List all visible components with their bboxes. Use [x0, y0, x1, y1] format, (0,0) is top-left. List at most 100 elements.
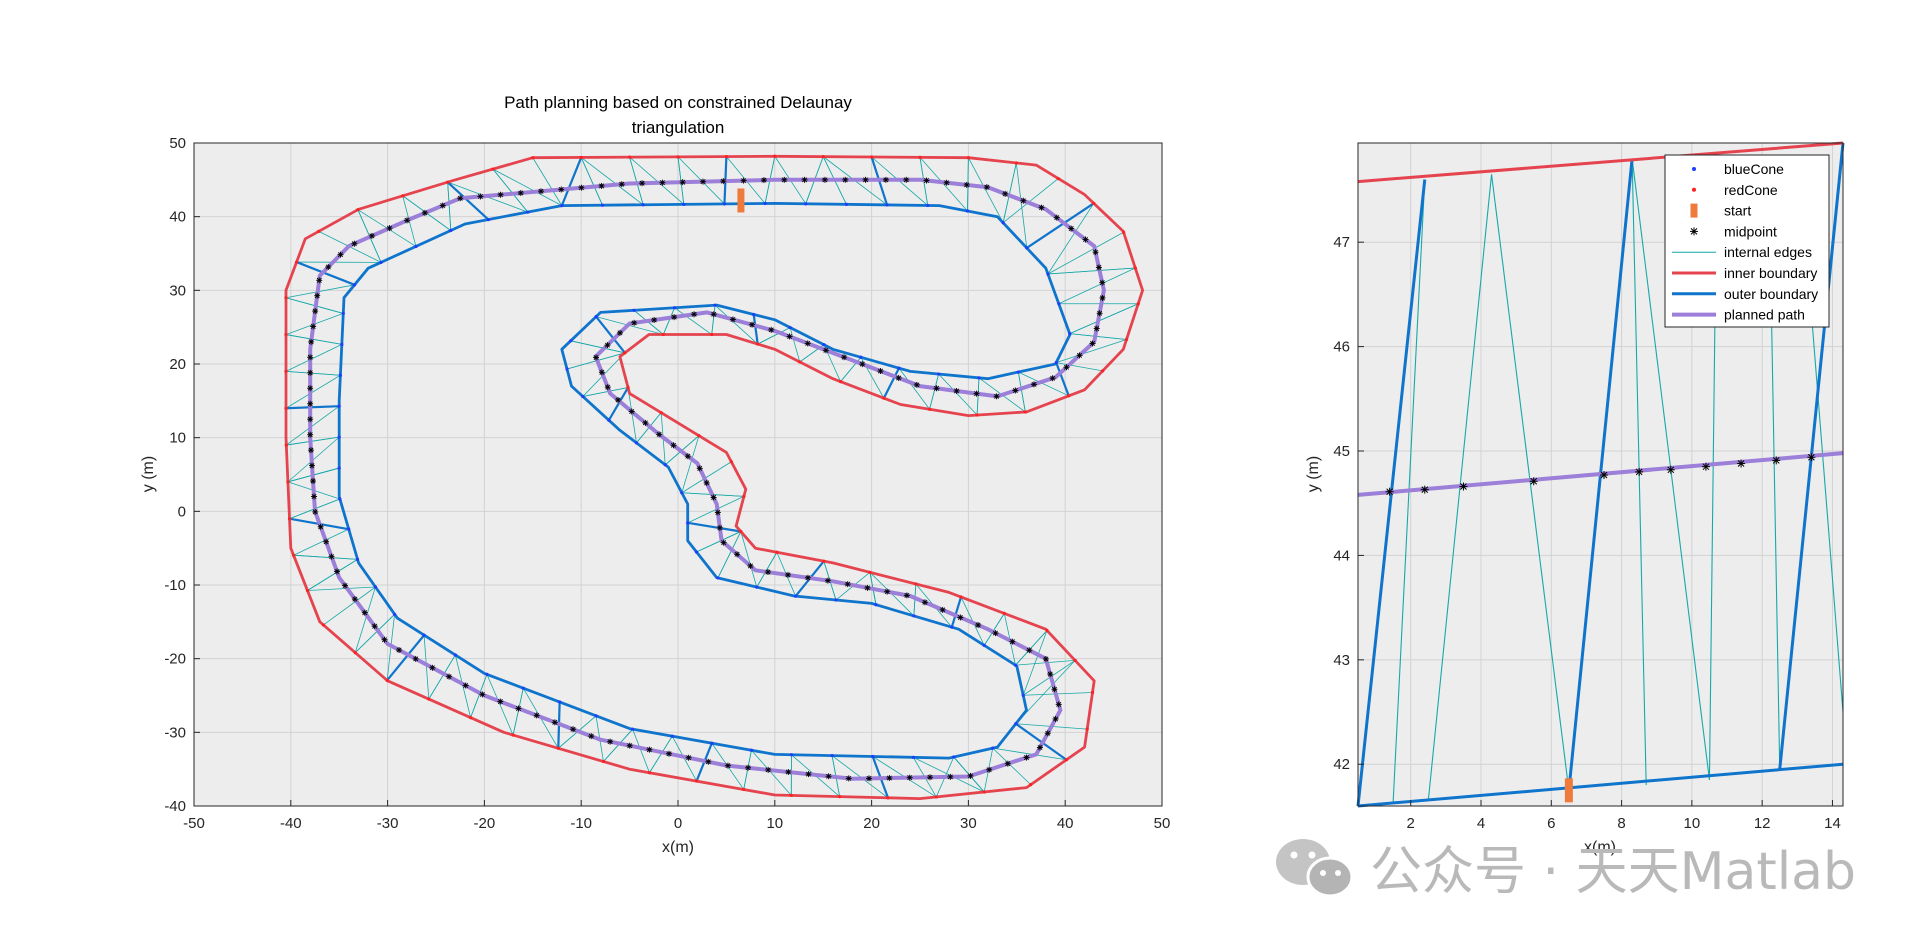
- red-cone: [982, 790, 986, 794]
- midpoint-marker: [825, 773, 832, 780]
- red-cone: [1023, 410, 1027, 414]
- legend-swatch: [1690, 203, 1698, 218]
- midpoint-marker: [926, 774, 933, 781]
- y-tick-label: 30: [169, 282, 186, 299]
- midpoint-marker: [903, 592, 910, 599]
- midpoint-marker: [307, 431, 314, 438]
- outer-edge: [386, 634, 425, 682]
- blue-cone: [337, 404, 341, 408]
- internal-edge: [286, 405, 340, 446]
- midpoint-marker: [877, 368, 884, 375]
- midpoint-marker: [570, 726, 577, 733]
- midpoint-marker: [1093, 325, 1100, 332]
- midpoint-marker: [1099, 279, 1106, 286]
- blue-cone: [686, 521, 690, 525]
- midpoint-marker: [903, 176, 910, 183]
- internal-edge: [1002, 162, 1017, 223]
- red-cone: [1067, 394, 1071, 398]
- midpoint-marker: [696, 465, 703, 472]
- midpoint-marker: [396, 647, 403, 654]
- blue-cone: [965, 209, 970, 213]
- y-tick-label: 47: [1333, 234, 1350, 251]
- blue-cone: [594, 315, 598, 319]
- blue-cone: [414, 244, 418, 249]
- blue-cone: [1001, 221, 1005, 225]
- x-tick-label: 6: [1547, 815, 1555, 832]
- blue-cone: [600, 203, 605, 207]
- internal-edge: [696, 531, 742, 553]
- midpoint-marker: [1026, 647, 1033, 654]
- internal-edge: [603, 728, 633, 762]
- internal-edge: [1069, 303, 1139, 334]
- red-cone: [724, 154, 728, 159]
- midpoint-marker: [760, 177, 767, 184]
- midpoint-marker: [710, 494, 717, 501]
- midpoint-marker: [1807, 453, 1816, 462]
- midpoint-marker: [439, 202, 446, 209]
- red-cone: [661, 332, 665, 337]
- midpoint-marker: [992, 630, 999, 637]
- x-tick-label: 10: [766, 815, 783, 832]
- x-tick-label: 0: [674, 815, 682, 832]
- red-cone: [1014, 161, 1018, 165]
- midpoint-marker: [716, 524, 723, 531]
- legend-label: internal edges: [1724, 244, 1812, 260]
- midpoint-marker: [615, 397, 622, 404]
- legend-swatch: [1692, 187, 1696, 192]
- midpoint-marker: [781, 176, 788, 183]
- internal-edge: [1015, 162, 1028, 248]
- internal-edge: [717, 531, 742, 579]
- x-tick-label: -30: [377, 815, 399, 832]
- midpoint-marker: [921, 599, 928, 606]
- internal-edge: [580, 157, 644, 206]
- red-cone: [697, 434, 701, 438]
- midpoint-marker: [801, 176, 808, 183]
- red-cone: [353, 651, 357, 655]
- y-tick-label: -40: [164, 798, 186, 815]
- midpoint-marker: [993, 393, 1000, 400]
- red-cone: [401, 194, 405, 198]
- blue-cone: [1046, 272, 1050, 276]
- midpoint-marker: [497, 191, 504, 198]
- midpoint-marker: [1030, 381, 1037, 388]
- blue-cone: [804, 202, 808, 206]
- midpoint-marker: [1053, 214, 1060, 221]
- red-cone: [491, 167, 495, 171]
- y-tick-label: 42: [1333, 756, 1350, 773]
- midpoint-marker: [684, 453, 691, 460]
- red-cone: [966, 156, 970, 160]
- internal-edge: [740, 531, 758, 588]
- blue-cone: [716, 576, 720, 580]
- midpoint-marker: [947, 773, 954, 780]
- midpoint-marker: [479, 691, 486, 698]
- internal-edge: [492, 168, 563, 206]
- internal-edge: [570, 340, 625, 354]
- midpoint-marker: [986, 766, 993, 773]
- midpoint-marker: [967, 772, 974, 779]
- internal-edge: [1491, 174, 1570, 791]
- midpoint-marker: [729, 316, 736, 323]
- internal-edge: [1056, 339, 1127, 363]
- midpoint-marker: [1772, 456, 1781, 465]
- blue-cone: [338, 497, 342, 501]
- midpoint-marker: [1095, 264, 1102, 271]
- midpoint-marker: [351, 240, 358, 247]
- midpoint-marker: [1529, 477, 1538, 486]
- red-cone: [511, 733, 515, 737]
- y-tick-label: 10: [169, 430, 186, 447]
- legend-label: blueCone: [1724, 161, 1784, 177]
- red-cone: [1085, 727, 1089, 731]
- red-cone: [694, 779, 699, 783]
- midpoint-marker: [862, 176, 869, 183]
- blue-cone: [485, 672, 489, 676]
- blue-cone: [521, 686, 525, 690]
- blue-cone: [565, 367, 569, 371]
- midpoint-marker: [923, 177, 930, 184]
- internal-edge: [285, 334, 342, 345]
- red-cone: [1101, 369, 1105, 373]
- midpoint-marker: [786, 333, 793, 340]
- midpoint-marker: [639, 180, 646, 187]
- x-tick-label: -10: [570, 815, 592, 832]
- midpoint-marker: [381, 636, 388, 643]
- midpoint-marker: [822, 347, 829, 354]
